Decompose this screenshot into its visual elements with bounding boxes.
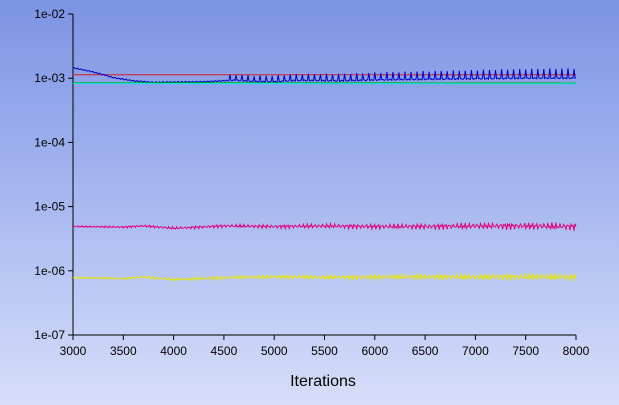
y-tick-label: 1e-02 (34, 7, 65, 21)
series-line-5 (72, 221, 577, 231)
y-tick-label: 1e-05 (34, 200, 65, 214)
x-axis-ticks: 3000 3500 4000 4500 5000 5500 6000 6500 7000 7500… (60, 335, 590, 358)
x-tick-label: 4000 (160, 344, 187, 358)
x-tick-label: 7500 (512, 344, 539, 358)
series-layer (72, 66, 577, 282)
y-tick-label: 1e-07 (34, 328, 65, 342)
x-tick-label: 6500 (412, 344, 439, 358)
x-tick-label: 3000 (60, 344, 87, 358)
x-tick-label: 4500 (211, 344, 238, 358)
x-tick-label: 5000 (261, 344, 288, 358)
series-line-6 (72, 271, 577, 282)
x-tick-label: 3500 (110, 344, 137, 358)
plot-area (72, 14, 576, 336)
x-tick-label: 5500 (311, 344, 338, 358)
x-tick-label: 7000 (462, 344, 489, 358)
y-tick-label: 1e-04 (34, 135, 65, 149)
y-tick-label: 1e-06 (34, 264, 65, 278)
x-tick-label: 8000 (563, 344, 590, 358)
y-tick-label: 1e-03 (34, 71, 65, 85)
x-tick-label: 6000 (361, 344, 388, 358)
x-axis-label: Iterations (290, 373, 356, 390)
y-axis-ticks: 1e-07 1e-06 1e-05 1e-04 1e-03 1e-02 (34, 7, 73, 342)
